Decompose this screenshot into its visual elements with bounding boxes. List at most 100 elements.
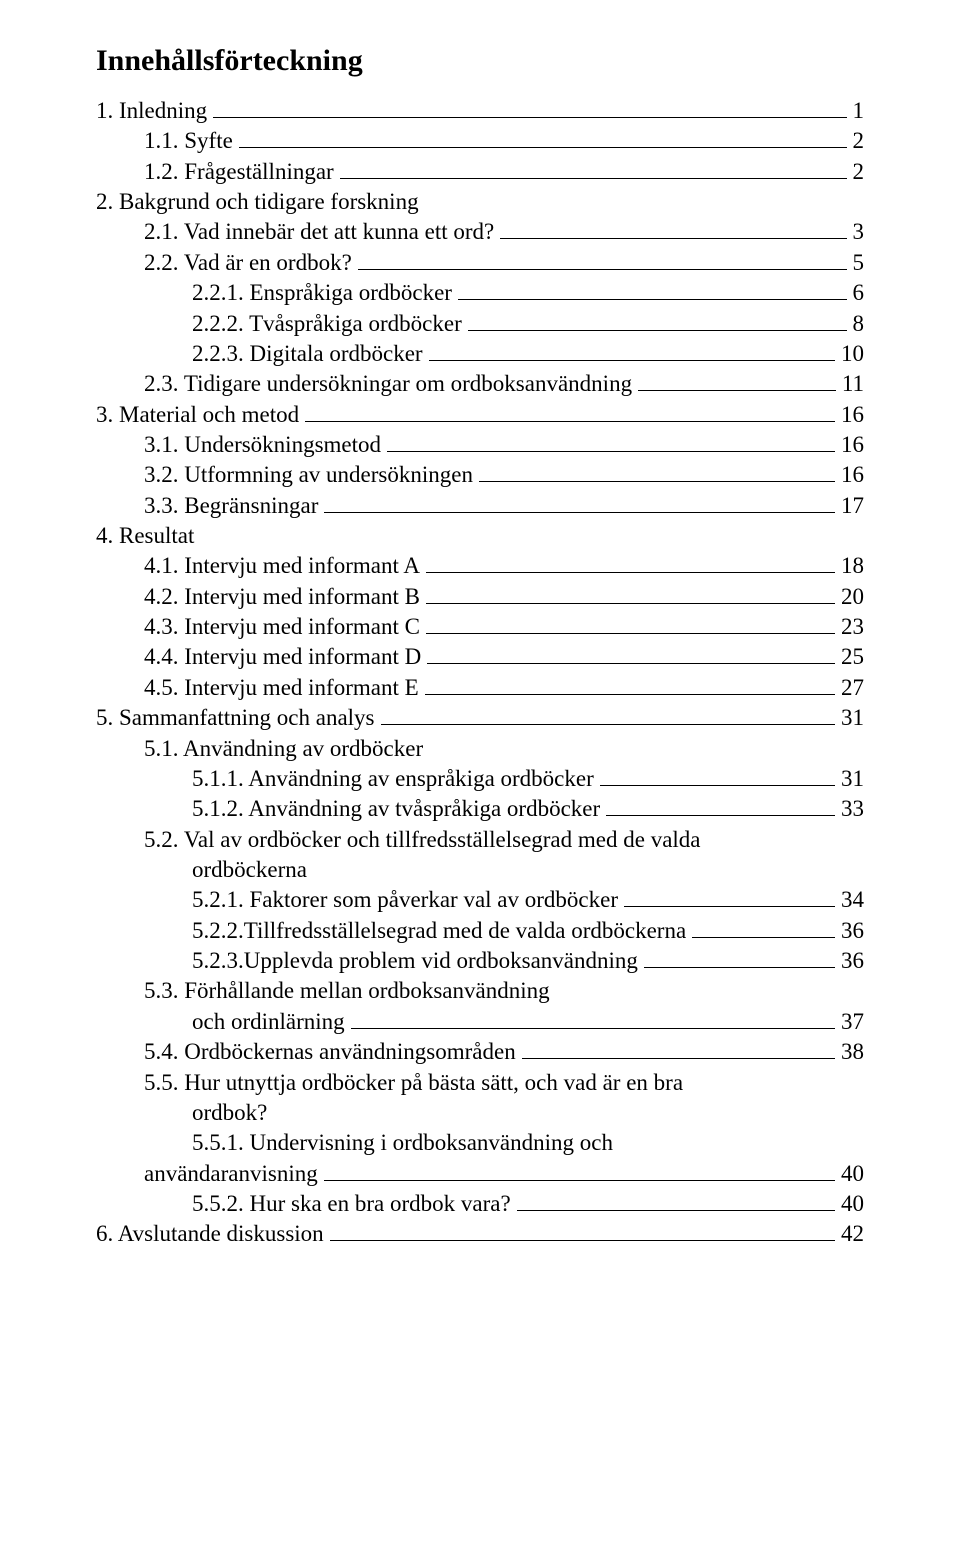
- toc-page-number: 38: [841, 1037, 864, 1067]
- toc-label: 2.2.2. Tvåspråkiga ordböcker: [192, 309, 462, 339]
- toc-label: 4.4. Intervju med informant D: [144, 642, 421, 672]
- toc-entry: 2.2. Vad är en ordbok?5: [96, 248, 864, 278]
- toc-entry-line: 5.3. Förhållande mellan ordboksanvändnin…: [96, 976, 864, 1006]
- toc-entry-continuation: ordbok?: [96, 1098, 864, 1128]
- toc-label: 4.3. Intervju med informant C: [144, 612, 420, 642]
- leader-rule: [468, 330, 847, 331]
- toc-label: 2.2.1. Enspråkiga ordböcker: [192, 278, 452, 308]
- toc-label: 5.2.2.Tillfredsställelsegrad med de vald…: [192, 916, 686, 946]
- toc-entry: 2.2.2. Tvåspråkiga ordböcker 8: [96, 309, 864, 339]
- toc-entry: 4. Resultat: [96, 521, 864, 551]
- toc-entry: 3.2. Utformning av undersökningen 16: [96, 460, 864, 490]
- toc-label: 1.2. Frågeställningar: [144, 157, 334, 187]
- toc-page-number: 31: [841, 703, 864, 733]
- toc-entry: 5.5.1. Undervisning i ordboksanvändning …: [96, 1128, 864, 1189]
- toc-page: Innehållsförteckning 1. Inledning11.1. S…: [0, 0, 960, 1310]
- toc-entry: 5.1. Användning av ordböcker: [96, 734, 864, 764]
- toc-page-number: 16: [841, 460, 864, 490]
- leader-rule: [427, 663, 835, 664]
- toc-label: 2.1. Vad innebär det att kunna ett ord?: [144, 217, 494, 247]
- leader-rule: [458, 299, 847, 300]
- toc-label: 1. Inledning: [96, 96, 207, 126]
- toc-entry: 5.1.2. Användning av tvåspråkiga ordböck…: [96, 794, 864, 824]
- toc-label: 5.1. Användning av ordböcker: [144, 734, 423, 764]
- toc-page-number: 16: [841, 430, 864, 460]
- toc-entry: 5.3. Förhållande mellan ordboksanvändnin…: [96, 976, 864, 1037]
- toc-entry: 1.2. Frågeställningar 2: [96, 157, 864, 187]
- toc-page-number: 23: [841, 612, 864, 642]
- toc-label: 5.2. Val av ordböcker och tillfredsställ…: [144, 825, 701, 855]
- toc-label: ordböckerna: [192, 855, 307, 885]
- leader-rule: [358, 269, 847, 270]
- toc-label: 3.1. Undersökningsmetod: [144, 430, 381, 460]
- toc-label: 2.2.3. Digitala ordböcker: [192, 339, 423, 369]
- leader-rule: [239, 147, 847, 148]
- toc-entry: 4.4. Intervju med informant D25: [96, 642, 864, 672]
- leader-rule: [426, 572, 835, 573]
- toc-entry: 2.2.3. Digitala ordböcker 10: [96, 339, 864, 369]
- toc-page-number: 40: [841, 1189, 864, 1219]
- toc-label: 5.3. Förhållande mellan ordboksanvändnin…: [144, 976, 550, 1006]
- toc-label: 3.3. Begränsningar: [144, 491, 318, 521]
- leader-rule: [517, 1210, 835, 1211]
- toc-entry: 5. Sammanfattning och analys31: [96, 703, 864, 733]
- toc-page-number: 5: [853, 248, 865, 278]
- leader-rule: [340, 178, 847, 179]
- leader-rule: [351, 1028, 835, 1029]
- toc-entry: 3.1. Undersökningsmetod 16: [96, 430, 864, 460]
- leader-rule: [429, 360, 835, 361]
- toc-label: 4.5. Intervju med informant E: [144, 673, 419, 703]
- toc-page-number: 31: [841, 764, 864, 794]
- toc-label: 5.4. Ordböckernas användningsområden: [144, 1037, 516, 1067]
- leader-rule: [426, 633, 835, 634]
- toc-entry-continuation: användaranvisning40: [96, 1159, 864, 1189]
- leader-rule: [426, 603, 835, 604]
- toc-label: 2.3. Tidigare undersökningar om ordboksa…: [144, 369, 632, 399]
- toc-page-number: 18: [841, 551, 864, 581]
- leader-rule: [324, 512, 835, 513]
- leader-rule: [324, 1180, 835, 1181]
- leader-rule: [479, 481, 835, 482]
- toc-entry: 3. Material och metod16: [96, 400, 864, 430]
- toc-page-number: 36: [841, 946, 864, 976]
- toc-entry: 5.2.3.Upplevda problem vid ordboksanvänd…: [96, 946, 864, 976]
- toc-entry-line: 5.5.1. Undervisning i ordboksanvändning …: [96, 1128, 864, 1158]
- leader-rule: [425, 694, 835, 695]
- toc-page-number: 6: [853, 278, 865, 308]
- toc-entry: 4.3. Intervju med informant C 23: [96, 612, 864, 642]
- toc-page-number: 17: [841, 491, 864, 521]
- toc-label: 5.5.1. Undervisning i ordboksanvändning …: [192, 1128, 613, 1158]
- toc-page-number: 8: [853, 309, 865, 339]
- toc-entry-continuation: och ordinlärning37: [96, 1007, 864, 1037]
- toc-label: 6. Avslutande diskussion: [96, 1219, 324, 1249]
- toc-entry: 4.2. Intervju med informant B20: [96, 582, 864, 612]
- toc-page-number: 33: [841, 794, 864, 824]
- toc-label: 3.2. Utformning av undersökningen: [144, 460, 473, 490]
- toc-label: 4.1. Intervju med informant A: [144, 551, 420, 581]
- toc-entry: 4.5. Intervju med informant E27: [96, 673, 864, 703]
- toc-page-number: 10: [841, 339, 864, 369]
- toc-label: 5.2.3.Upplevda problem vid ordboksanvänd…: [192, 946, 638, 976]
- toc-label: 4.2. Intervju med informant B: [144, 582, 420, 612]
- leader-rule: [381, 724, 836, 725]
- toc-entry: 4.1. Intervju med informant A 18: [96, 551, 864, 581]
- leader-rule: [305, 421, 835, 422]
- toc-page-number: 2: [853, 126, 865, 156]
- toc-entry: 5.2. Val av ordböcker och tillfredsställ…: [96, 825, 864, 886]
- toc-entry: 2.3. Tidigare undersökningar om ordboksa…: [96, 369, 864, 399]
- toc-label: 4. Resultat: [96, 521, 194, 551]
- toc-entry: 3.3. Begränsningar 17: [96, 491, 864, 521]
- toc-page-number: 2: [853, 157, 865, 187]
- toc-entry: 2. Bakgrund och tidigare forskning: [96, 187, 864, 217]
- toc-entry: 5.2.1. Faktorer som påverkar val av ordb…: [96, 885, 864, 915]
- toc-label: 5.5. Hur utnyttja ordböcker på bästa sät…: [144, 1068, 683, 1098]
- toc-label: ordbok?: [192, 1098, 267, 1128]
- toc-label: 1.1. Syfte: [144, 126, 233, 156]
- leader-rule: [522, 1058, 835, 1059]
- toc-label: 5.2.1. Faktorer som påverkar val av ordb…: [192, 885, 618, 915]
- toc-page-number: 42: [841, 1219, 864, 1249]
- toc-page-number: 1: [853, 96, 865, 126]
- toc-page-number: 3: [853, 217, 865, 247]
- leader-rule: [606, 815, 835, 816]
- leader-rule: [638, 390, 836, 391]
